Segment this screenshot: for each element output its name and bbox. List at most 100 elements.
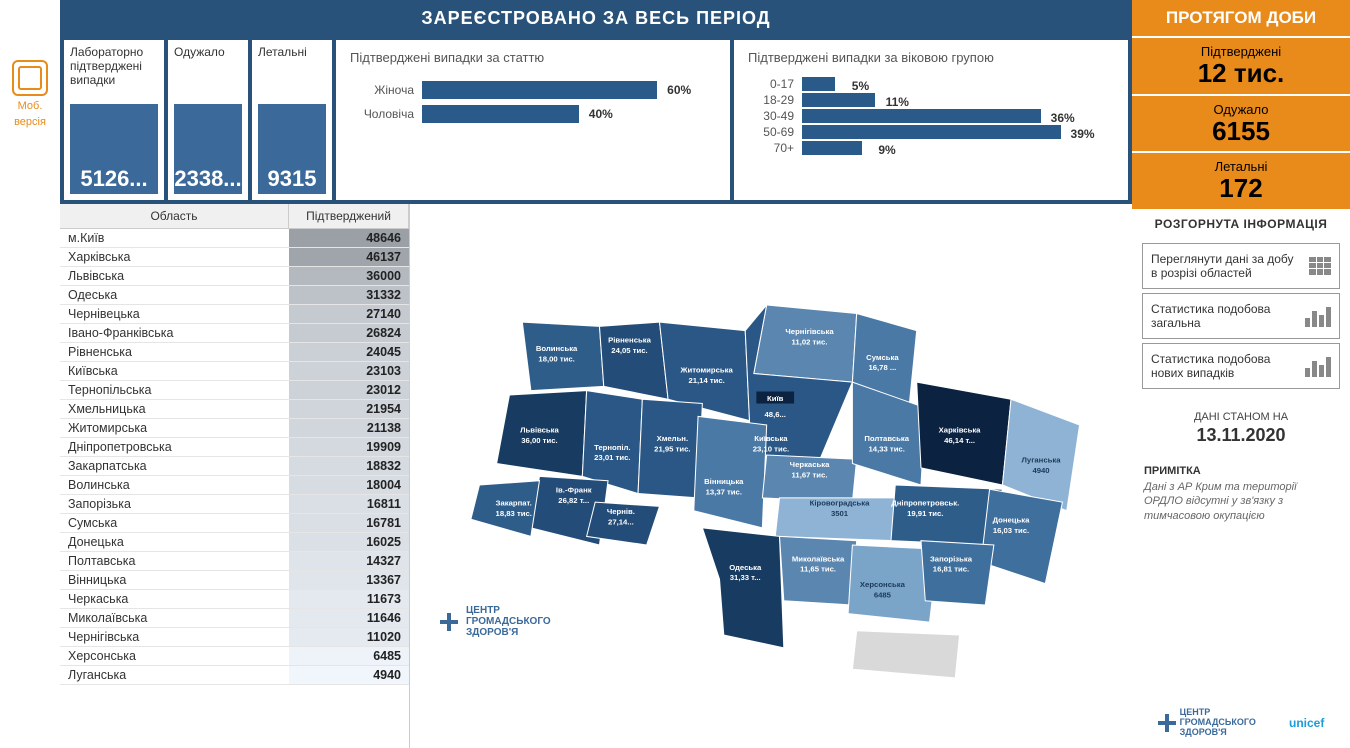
table-row[interactable]: Полтавська14327 (60, 552, 409, 571)
links-title: РОЗГОРНУТА ІНФОРМАЦІЯ (1132, 209, 1350, 239)
svg-text:Львівська: Львівська (520, 425, 559, 434)
table-row[interactable]: Львівська36000 (60, 267, 409, 286)
table-row[interactable]: Вінницька13367 (60, 571, 409, 590)
kpi-0: Лабораторно підтверджені випадки5126... (64, 40, 164, 200)
svg-text:14,33 тис.: 14,33 тис. (869, 444, 905, 453)
table-row[interactable]: Харківська46137 (60, 248, 409, 267)
map-region[interactable] (600, 322, 669, 399)
bar-chart-icon (1305, 355, 1331, 377)
svg-text:Чернігівська: Чернігівська (785, 327, 834, 336)
table-row[interactable]: Хмельницька21954 (60, 400, 409, 419)
svg-text:Рівненська: Рівненська (608, 335, 651, 344)
detail-link-0[interactable]: Переглянути дані за добу в розрізі облас… (1142, 243, 1340, 289)
table-row[interactable]: Черкаська11673 (60, 590, 409, 609)
age-chart-title: Підтверджені випадки за віковою групою (748, 50, 1114, 65)
map-region[interactable] (981, 489, 1062, 583)
svg-text:Черкаська: Черкаська (790, 460, 830, 469)
date-value: 13.11.2020 (1142, 425, 1340, 446)
svg-text:Київ: Київ (767, 394, 784, 403)
svg-text:Донецька: Донецька (993, 515, 1031, 524)
svg-text:19,91 тис.: 19,91 тис. (907, 508, 943, 517)
svg-text:48,6...: 48,6... (765, 410, 786, 419)
detail-link-2[interactable]: Статистика подобова нових випадків (1142, 343, 1340, 389)
svg-text:3501: 3501 (831, 508, 849, 517)
table-row[interactable]: Закарпатська18832 (60, 457, 409, 476)
table-row[interactable]: Запорізька16811 (60, 495, 409, 514)
svg-text:23,10 тис.: 23,10 тис. (753, 444, 789, 453)
ukraine-map[interactable]: Волинська18,00 тис. Рівненська 24,05 тис. Ж… (410, 204, 1132, 748)
mobile-version-link[interactable]: Моб. версія (0, 0, 60, 748)
table-row[interactable]: Житомирська21138 (60, 419, 409, 438)
svg-text:11,65 тис.: 11,65 тис. (800, 564, 836, 573)
table-row[interactable]: Дніпропетровська19909 (60, 438, 409, 457)
svg-text:Одеська: Одеська (729, 562, 762, 571)
daily-kpi-2: Летальні172 (1132, 151, 1350, 209)
note-title: ПРИМІТКА (1144, 464, 1338, 478)
svg-text:Херсонська: Херсонська (860, 580, 906, 589)
table-row[interactable]: Чернігівська11020 (60, 628, 409, 647)
mobile-label-2: версія (14, 116, 46, 128)
svg-text:Запорізька: Запорізька (930, 554, 973, 563)
col-region: Область (60, 204, 289, 228)
svg-text:Хмельн.: Хмельн. (657, 434, 689, 443)
svg-text:Полтавська: Полтавська (864, 434, 909, 443)
table-row[interactable]: Донецька16025 (60, 533, 409, 552)
table-row[interactable]: Сумська16781 (60, 514, 409, 533)
daily-header: ПРОТЯГОМ ДОБИ (1132, 0, 1350, 36)
table-row[interactable]: Одеська31332 (60, 286, 409, 305)
note-text: Дані з АР Крим та території ОРДЛО відсут… (1144, 480, 1338, 523)
regions-table[interactable]: Область Підтверджений м.Київ48646Харківс… (60, 204, 410, 748)
svg-text:Київська: Київська (754, 434, 788, 443)
age-chart: Підтверджені випадки за віковою групою 0… (734, 40, 1128, 200)
table-row[interactable]: Київська23103 (60, 362, 409, 381)
svg-text:11,02 тис.: 11,02 тис. (792, 337, 828, 346)
map-region[interactable] (702, 527, 783, 647)
svg-text:Миколаївська: Миколаївська (792, 554, 845, 563)
svg-text:Житомирська: Житомирська (680, 365, 734, 374)
bar-chart-icon (1305, 305, 1331, 327)
svg-text:16,03 тис.: 16,03 тис. (993, 526, 1029, 535)
svg-text:16,78 ...: 16,78 ... (869, 363, 897, 372)
svg-text:36,00 тис.: 36,00 тис. (521, 436, 557, 445)
table-row[interactable]: м.Київ48646 (60, 229, 409, 248)
map-region[interactable] (694, 416, 767, 527)
table-row[interactable]: Луганська4940 (60, 666, 409, 685)
mobile-label-1: Моб. (18, 100, 43, 112)
svg-text:18,00 тис.: 18,00 тис. (538, 354, 574, 363)
svg-text:21,95 тис.: 21,95 тис. (654, 444, 690, 453)
table-row[interactable]: Волинська18004 (60, 476, 409, 495)
table-row[interactable]: Херсонська6485 (60, 647, 409, 666)
gender-chart-title: Підтверджені випадки за статтю (350, 50, 716, 65)
svg-text:Сумська: Сумська (866, 352, 899, 361)
table-row[interactable]: Чернівецька27140 (60, 305, 409, 324)
table-row[interactable]: Тернопільська23012 (60, 381, 409, 400)
svg-text:21,14 тис.: 21,14 тис. (689, 376, 725, 385)
map-region[interactable] (852, 630, 959, 677)
daily-kpi-1: Одужало6155 (1132, 94, 1350, 152)
svg-text:Волинська: Волинська (536, 344, 578, 353)
table-row[interactable]: Івано-Франківська26824 (60, 324, 409, 343)
svg-text:11,67 тис.: 11,67 тис. (792, 470, 828, 479)
table-row[interactable]: Миколаївська11646 (60, 609, 409, 628)
svg-text:Тернопіл.: Тернопіл. (594, 442, 631, 451)
svg-text:16,81 тис.: 16,81 тис. (933, 564, 969, 573)
gender-chart: Підтверджені випадки за статтю Жіноча60%… (336, 40, 730, 200)
svg-text:24,05 тис.: 24,05 тис. (611, 346, 647, 355)
footer-cph-logo: ЦЕНТР ГРОМАДСЬКОГО ЗДОРОВ'Я (1158, 708, 1250, 738)
kpi-2: Летальні9315 (252, 40, 332, 200)
svg-text:Вінницька: Вінницька (704, 477, 744, 486)
main-header: ЗАРЕЄСТРОВАНО ЗА ВЕСЬ ПЕРІОД (60, 0, 1132, 36)
svg-text:Закарпат.: Закарпат. (496, 498, 532, 507)
svg-text:46,14 т...: 46,14 т... (944, 436, 975, 445)
svg-text:Харківська: Харківська (939, 425, 982, 434)
svg-text:Ів.-Франк: Ів.-Франк (556, 485, 592, 494)
table-icon (1309, 257, 1331, 275)
daily-kpi-0: Підтверджені12 тис. (1132, 36, 1350, 94)
detail-link-1[interactable]: Статистика подобова загальна (1142, 293, 1340, 339)
table-row[interactable]: Рівненська24045 (60, 343, 409, 362)
svg-text:13,37 тис.: 13,37 тис. (706, 487, 742, 496)
svg-text:23,01 тис.: 23,01 тис. (594, 453, 630, 462)
svg-text:Чернів.: Чернів. (607, 507, 635, 516)
svg-text:Кіровоградська: Кіровоградська (810, 498, 870, 507)
svg-text:26,82 т...: 26,82 т... (558, 496, 589, 505)
